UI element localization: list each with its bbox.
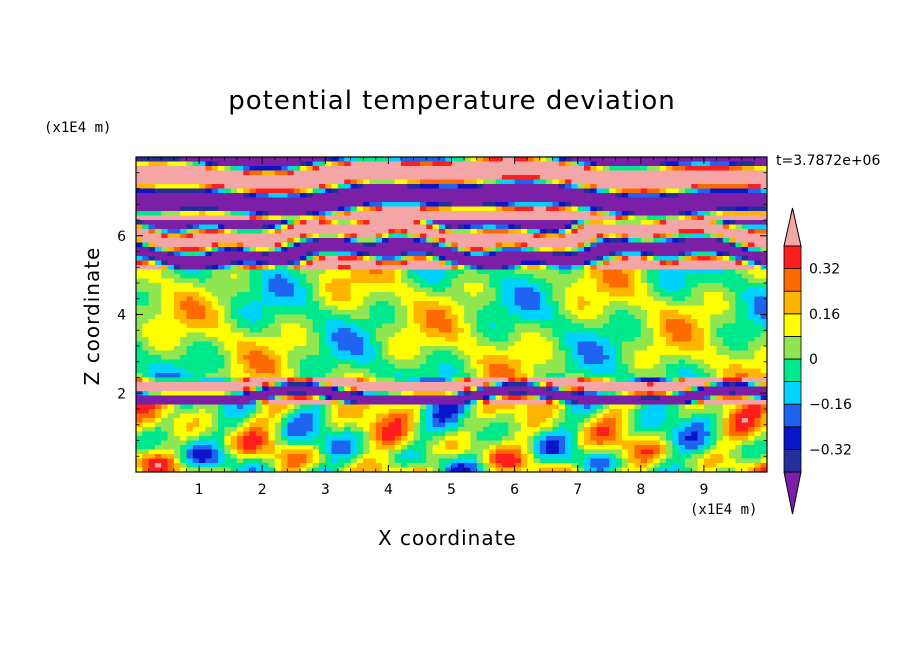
colorbar-segment: [783, 313, 802, 337]
colorbar-tick-label: −0.16: [809, 397, 852, 413]
y-axis-unit: (x1E4 m): [44, 120, 112, 136]
x-tick-label: 4: [384, 482, 393, 498]
x-tick-label: 1: [195, 482, 204, 498]
time-label: t=3.7872e+06: [776, 153, 881, 169]
colorbar-segment: [783, 403, 802, 428]
x-axis-unit: (x1E4 m): [690, 502, 758, 518]
x-tick-label: 2: [258, 482, 267, 498]
colorbar-extend-max: [783, 207, 802, 247]
x-tick-label: 8: [636, 482, 645, 498]
x-tick-label: 9: [699, 482, 708, 498]
colorbar-tick-label: 0: [809, 352, 818, 368]
axes: 1 2 3 4 5 6 7 8 9 2 4 6: [117, 157, 767, 498]
y-tick-label: 6: [117, 229, 126, 245]
y-tick-label: 2: [117, 386, 126, 402]
colorbar-segment: [783, 245, 802, 270]
colorbar-segment: [783, 448, 802, 473]
colorbar-tick-label: 0.16: [809, 307, 840, 323]
colorbar-segment: [783, 335, 802, 360]
colorbar: 0.32 0.16 0 −0.16 −0.32: [783, 207, 852, 515]
x-tick-label: 6: [510, 482, 519, 498]
chart-title: potential temperature deviation: [228, 86, 676, 116]
y-tick-label: 4: [117, 308, 126, 324]
colorbar-segment: [783, 381, 802, 405]
colorbar-segment: [783, 290, 802, 315]
colorbar-extend-min: [783, 471, 802, 515]
colorbar-segment: [783, 426, 802, 450]
x-tick-label: 5: [447, 482, 456, 498]
colorbar-segment: [783, 268, 802, 292]
x-tick-label: 3: [321, 482, 330, 498]
x-axis-label: X coordinate: [378, 526, 517, 550]
contour-field: [136, 157, 767, 472]
colorbar-segment: [783, 358, 802, 383]
colorbar-tick-label: 0.32: [809, 262, 840, 278]
colorbar-tick-label: −0.32: [809, 442, 852, 458]
x-tick-label: 7: [573, 482, 582, 498]
